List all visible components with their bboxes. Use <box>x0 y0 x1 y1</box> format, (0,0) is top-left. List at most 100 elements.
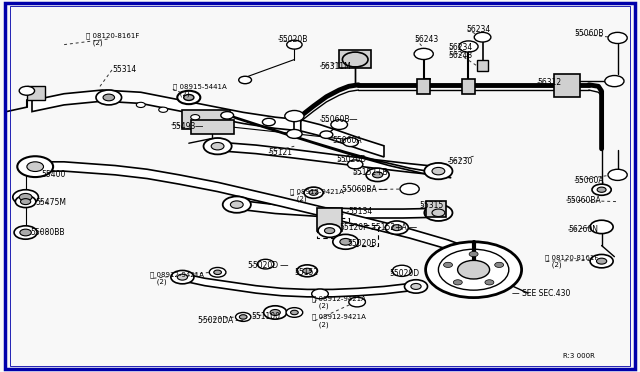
Circle shape <box>392 225 402 231</box>
Text: 55020DA ―: 55020DA ― <box>198 316 244 325</box>
Text: 55020D ―: 55020D ― <box>248 262 289 270</box>
Circle shape <box>340 238 351 245</box>
Text: 55020D: 55020D <box>336 155 366 164</box>
Text: 56311M―: 56311M― <box>320 62 358 71</box>
Circle shape <box>285 110 304 122</box>
Circle shape <box>239 315 247 319</box>
Circle shape <box>14 226 37 239</box>
Circle shape <box>20 229 31 236</box>
Text: 55493―: 55493― <box>172 122 204 131</box>
Circle shape <box>15 196 36 208</box>
Circle shape <box>177 274 188 280</box>
Text: 55121: 55121 <box>269 148 293 157</box>
Circle shape <box>270 310 280 315</box>
Text: 55315: 55315 <box>419 201 444 210</box>
Text: 55134: 55134 <box>349 207 373 216</box>
Bar <box>339 50 371 68</box>
Circle shape <box>596 258 607 264</box>
Text: 55152: 55152 <box>294 268 319 277</box>
Text: Ⓝ 08912-9421A
   (2): Ⓝ 08912-9421A (2) <box>312 314 366 328</box>
Bar <box>426 201 446 217</box>
Circle shape <box>211 142 224 150</box>
Circle shape <box>171 270 194 284</box>
Circle shape <box>257 259 274 269</box>
Circle shape <box>469 251 478 257</box>
Circle shape <box>136 102 145 108</box>
Circle shape <box>264 306 287 319</box>
Circle shape <box>27 162 44 171</box>
Circle shape <box>96 90 122 105</box>
Circle shape <box>324 228 335 234</box>
Text: 55152+A ―: 55152+A ― <box>371 223 417 232</box>
Bar <box>554 74 580 97</box>
Circle shape <box>343 138 358 147</box>
Text: 55400: 55400 <box>42 170 66 179</box>
Text: 56260N: 56260N <box>568 225 598 234</box>
Circle shape <box>103 94 115 101</box>
Circle shape <box>459 41 478 52</box>
Circle shape <box>333 234 358 249</box>
Circle shape <box>458 260 490 279</box>
Circle shape <box>342 52 368 67</box>
Circle shape <box>236 312 251 321</box>
Text: 56243: 56243 <box>448 51 472 60</box>
Circle shape <box>223 196 251 213</box>
Bar <box>191 120 234 134</box>
Text: Ⓦ 08915-5441A
   (2): Ⓦ 08915-5441A (2) <box>173 83 227 97</box>
Text: Ⓝ 08912-9421A
   (2): Ⓝ 08912-9421A (2) <box>150 271 204 285</box>
Polygon shape <box>237 200 438 218</box>
Circle shape <box>304 187 323 198</box>
Circle shape <box>209 267 226 277</box>
Polygon shape <box>224 113 451 178</box>
Circle shape <box>19 193 32 201</box>
Circle shape <box>318 224 341 237</box>
Circle shape <box>291 310 298 315</box>
Text: 55020D: 55020D <box>389 269 419 278</box>
Circle shape <box>426 242 522 298</box>
Circle shape <box>239 76 252 84</box>
Text: 551100: 551100 <box>251 312 280 321</box>
Circle shape <box>262 118 275 126</box>
Text: — SEE SEC.430: — SEE SEC.430 <box>512 289 570 298</box>
Circle shape <box>424 163 452 179</box>
Circle shape <box>453 280 462 285</box>
Text: 55475M: 55475M <box>35 198 66 207</box>
Circle shape <box>309 190 318 195</box>
Text: 55060A: 55060A <box>575 176 604 185</box>
Circle shape <box>592 184 611 195</box>
Circle shape <box>159 107 168 112</box>
Text: 55080BB: 55080BB <box>31 228 65 237</box>
Circle shape <box>303 268 312 273</box>
Circle shape <box>411 283 421 289</box>
Text: 55020B: 55020B <box>348 239 377 248</box>
Circle shape <box>372 172 383 178</box>
Text: 55060A: 55060A <box>333 136 362 145</box>
Circle shape <box>590 220 613 234</box>
Circle shape <box>605 76 624 87</box>
Circle shape <box>590 254 613 268</box>
Circle shape <box>404 280 428 293</box>
Bar <box>317 208 342 231</box>
Circle shape <box>286 308 303 317</box>
Circle shape <box>414 48 433 60</box>
Polygon shape <box>218 142 438 175</box>
Text: 55060B: 55060B <box>575 29 604 38</box>
Circle shape <box>19 86 35 95</box>
Bar <box>477 60 488 71</box>
Bar <box>27 86 45 100</box>
Circle shape <box>385 221 408 234</box>
Polygon shape <box>301 120 384 157</box>
Text: Ⓑ 08120-8161F
   (2): Ⓑ 08120-8161F (2) <box>545 254 598 268</box>
Circle shape <box>432 209 445 217</box>
Circle shape <box>392 265 412 276</box>
Circle shape <box>312 289 328 299</box>
Circle shape <box>366 168 389 182</box>
Bar <box>182 110 230 129</box>
Polygon shape <box>35 162 474 257</box>
Circle shape <box>485 280 494 285</box>
Text: 55120P: 55120P <box>339 223 368 232</box>
Circle shape <box>204 138 232 154</box>
Text: 55020B: 55020B <box>278 35 308 44</box>
Circle shape <box>191 115 200 120</box>
Text: Ⓑ 08120-8161F
   (2): Ⓑ 08120-8161F (2) <box>86 32 140 46</box>
